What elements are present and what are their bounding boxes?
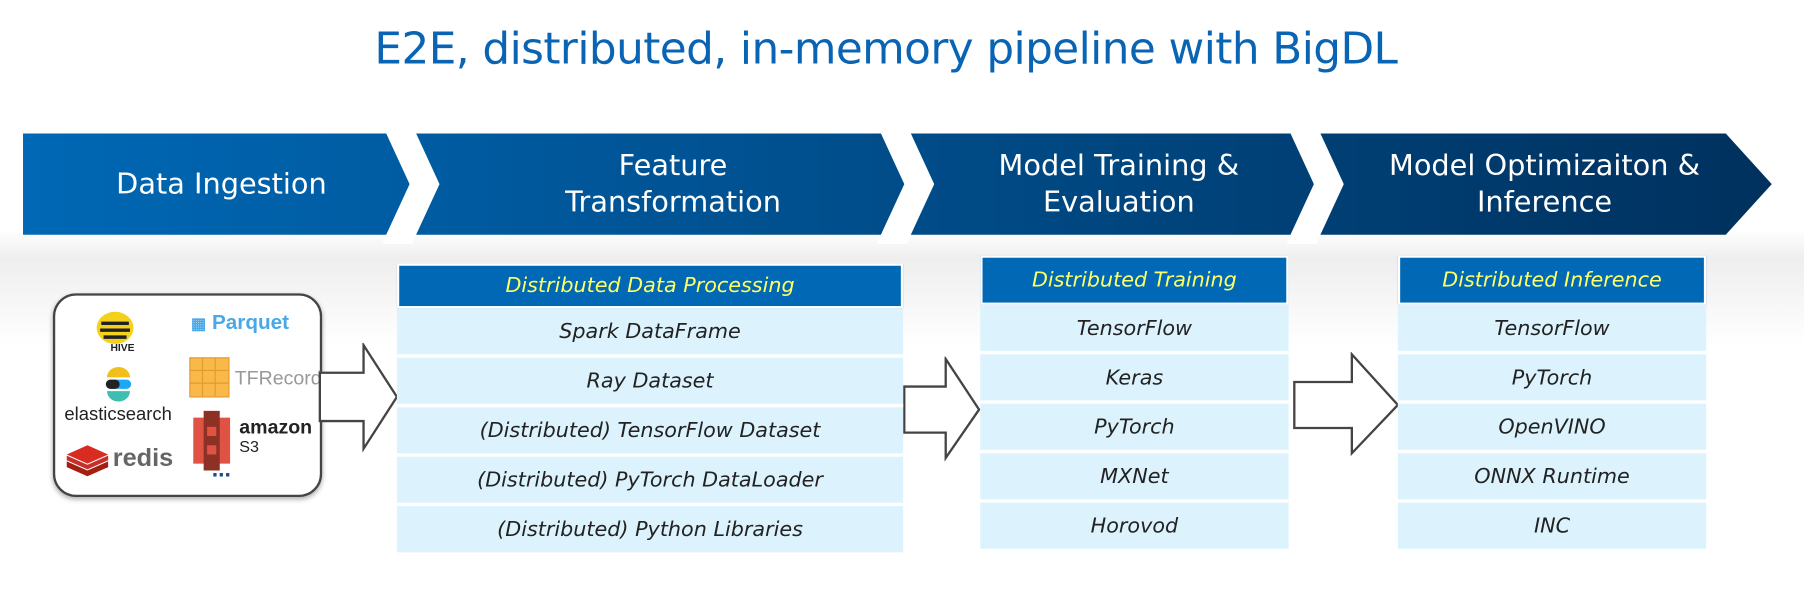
amazon-s3-logo: amazon S3 [239, 416, 313, 456]
table-data-processing: Distributed Data Processing Spark DataFr… [396, 263, 904, 556]
tfrecord-icon [188, 353, 234, 401]
table-row: (Distributed) Python Libraries [396, 506, 904, 556]
table-row: OpenVINO [1397, 403, 1707, 454]
page-title: E2E, distributed, in-memory pipeline wit… [374, 23, 1398, 74]
hive-logo: HIVE [90, 305, 141, 354]
redis-icon [64, 443, 110, 480]
table-header: Distributed Data Processing [396, 263, 904, 309]
table-header: Distributed Training [980, 255, 1289, 305]
redis-logo: redis [112, 442, 174, 472]
stage-feature-transformation: Feature Transformation [565, 148, 781, 219]
elasticsearch-icon [104, 367, 134, 402]
table-training: Distributed Training TensorFlow Keras Py… [980, 255, 1289, 553]
stage-model-inference: Model Optimizaiton & Inference [1389, 148, 1701, 219]
table-row: TensorFlow [1397, 304, 1707, 355]
elasticsearch-logo: elasticsearch [64, 404, 172, 425]
arrow-right-icon [1293, 352, 1400, 457]
stage-data-ingestion: Data Ingestion [116, 166, 327, 201]
table-row: INC [1397, 502, 1707, 553]
svg-text:HIVE: HIVE [110, 343, 134, 353]
table-row: (Distributed) TensorFlow Dataset [396, 407, 904, 457]
table-row: PyTorch [980, 403, 1289, 454]
banner-chevrons [23, 133, 1772, 244]
more-sources-ellipsis: ... [211, 456, 231, 483]
table-row: TensorFlow [980, 304, 1289, 355]
stage-banner [23, 133, 1772, 244]
table-row: (Distributed) PyTorch DataLoader [396, 456, 904, 507]
arrow-right-icon [903, 356, 981, 462]
parquet-logo: ▦ Parquet [190, 310, 290, 334]
table-inference: Distributed Inference TensorFlow PyTorch… [1397, 255, 1707, 553]
stage-model-training: Model Training & Evaluation [998, 148, 1240, 219]
table-row: Ray Dataset [396, 357, 904, 408]
data-sources-box: HIVE ▦ Parquet elasticsearch TFRecord re… [52, 293, 323, 498]
table-row: Horovod [980, 502, 1289, 553]
table-header: Distributed Inference [1397, 255, 1707, 305]
table-row: Spark DataFrame [396, 308, 904, 358]
table-row: MXNet [980, 453, 1289, 503]
arrow-right-icon [318, 342, 399, 453]
tfrecord-logo: TFRecord [234, 367, 322, 389]
table-row: ONNX Runtime [1397, 453, 1707, 503]
s3-icon [191, 410, 232, 471]
table-row: PyTorch [1397, 354, 1707, 404]
table-row: Keras [980, 354, 1289, 404]
